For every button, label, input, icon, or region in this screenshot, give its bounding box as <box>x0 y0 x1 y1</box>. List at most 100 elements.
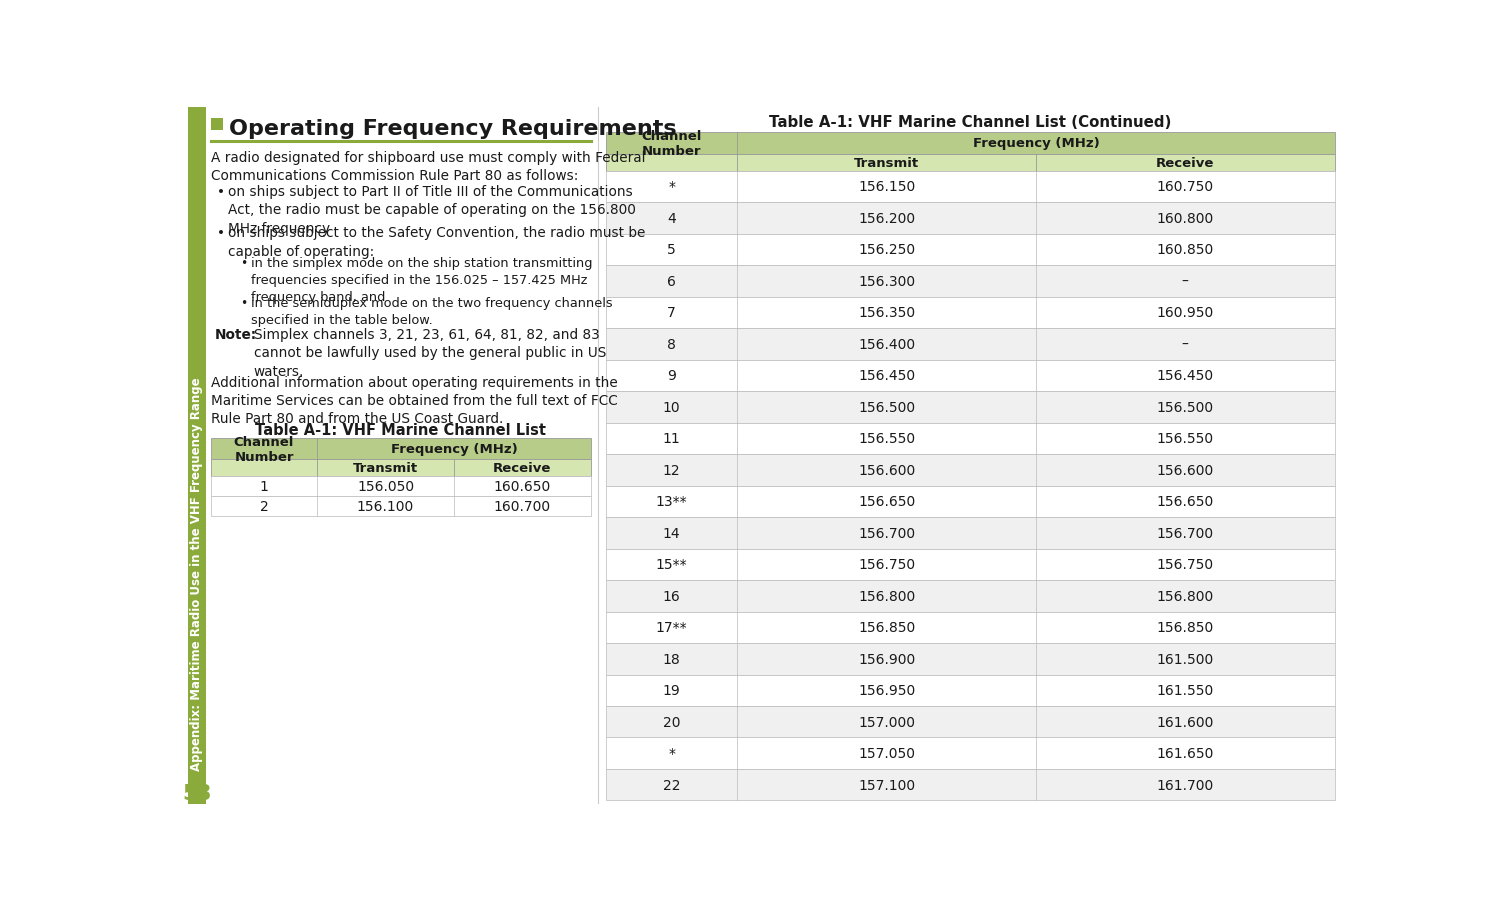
Text: 16: 16 <box>663 589 680 603</box>
Text: 15**: 15** <box>656 558 687 572</box>
Text: 156.900: 156.900 <box>859 652 916 666</box>
Bar <box>606 738 1334 769</box>
Text: 156.350: 156.350 <box>859 306 916 320</box>
Text: 13**: 13** <box>656 495 687 508</box>
Text: 156.950: 156.950 <box>859 684 916 697</box>
Bar <box>606 549 1334 581</box>
Text: 156.200: 156.200 <box>859 211 916 226</box>
Text: •: • <box>240 256 248 270</box>
Text: 157.000: 157.000 <box>859 715 916 729</box>
Bar <box>606 581 1334 612</box>
Text: 156.700: 156.700 <box>859 526 916 540</box>
Text: Note:: Note: <box>215 328 257 341</box>
Text: Appendix: Maritime Radio Use in the VHF Frequency Range: Appendix: Maritime Radio Use in the VHF … <box>191 377 204 770</box>
Text: 157.050: 157.050 <box>859 747 916 760</box>
Text: 157.100: 157.100 <box>859 777 916 792</box>
Bar <box>210 497 590 517</box>
Bar <box>606 154 1334 172</box>
Text: •: • <box>240 297 248 310</box>
Text: 160.700: 160.700 <box>494 499 551 514</box>
Text: 12: 12 <box>663 463 680 478</box>
Bar <box>606 486 1334 517</box>
Bar <box>606 235 1334 265</box>
Text: Operating Frequency Requirements: Operating Frequency Requirements <box>228 119 677 139</box>
Text: 161.500: 161.500 <box>1157 652 1214 666</box>
Text: Transmit: Transmit <box>854 156 919 170</box>
Text: 4: 4 <box>668 211 675 226</box>
Text: 17**: 17** <box>656 620 687 635</box>
Text: 160.750: 160.750 <box>1157 181 1214 194</box>
Text: *: * <box>668 747 675 760</box>
Text: 161.650: 161.650 <box>1157 747 1214 760</box>
Bar <box>606 133 1334 154</box>
Text: 161.600: 161.600 <box>1157 715 1214 729</box>
Text: 156.850: 156.850 <box>859 620 916 635</box>
Bar <box>606 172 1334 203</box>
Text: 156.550: 156.550 <box>1157 432 1214 446</box>
Text: 6: 6 <box>668 275 675 289</box>
Bar <box>606 297 1334 329</box>
Bar <box>606 424 1334 454</box>
Text: Channel
Number: Channel Number <box>234 435 294 463</box>
Text: •: • <box>218 226 225 240</box>
Text: Frequency (MHz): Frequency (MHz) <box>390 442 518 456</box>
Bar <box>606 360 1334 392</box>
Text: 160.800: 160.800 <box>1157 211 1214 226</box>
Text: 58: 58 <box>182 783 212 803</box>
Text: 160.950: 160.950 <box>1157 306 1214 320</box>
Text: 161.550: 161.550 <box>1157 684 1214 697</box>
Bar <box>606 769 1334 801</box>
Text: Additional information about operating requirements in the
Maritime Services can: Additional information about operating r… <box>210 376 617 426</box>
Text: 156.050: 156.050 <box>357 479 414 494</box>
Text: 156.100: 156.100 <box>357 499 414 514</box>
Bar <box>606 265 1334 297</box>
Text: 156.750: 156.750 <box>1157 558 1214 572</box>
Text: 8: 8 <box>668 338 675 351</box>
Text: Simplex channels 3, 21, 23, 61, 64, 81, 82, and 83
cannot be lawfully used by th: Simplex channels 3, 21, 23, 61, 64, 81, … <box>254 328 606 378</box>
Text: 19: 19 <box>663 684 680 697</box>
Text: *: * <box>668 181 675 194</box>
Bar <box>188 108 206 804</box>
Text: Receive: Receive <box>494 461 551 475</box>
Text: 20: 20 <box>663 715 680 729</box>
Text: on ships subject to the Safety Convention, the radio must be
capable of operatin: on ships subject to the Safety Conventio… <box>228 226 645 258</box>
Text: –: – <box>1181 338 1189 351</box>
Text: 156.800: 156.800 <box>1157 589 1214 603</box>
Text: 156.650: 156.650 <box>1157 495 1214 508</box>
Text: in the simplex mode on the ship station transmitting
frequencies specified in th: in the simplex mode on the ship station … <box>251 256 593 303</box>
Text: 156.750: 156.750 <box>859 558 916 572</box>
Text: 156.600: 156.600 <box>1157 463 1214 478</box>
Text: 2: 2 <box>260 499 269 514</box>
Text: 156.850: 156.850 <box>1157 620 1214 635</box>
Text: 156.400: 156.400 <box>859 338 916 351</box>
Text: Frequency (MHz): Frequency (MHz) <box>973 137 1099 150</box>
Text: •: • <box>218 184 225 199</box>
Bar <box>210 460 590 477</box>
Text: 22: 22 <box>663 777 680 792</box>
Bar <box>606 329 1334 360</box>
Text: 14: 14 <box>663 526 680 540</box>
Text: 156.500: 156.500 <box>859 400 916 414</box>
Bar <box>210 477 590 497</box>
Bar <box>606 706 1334 738</box>
Text: 156.800: 156.800 <box>859 589 916 603</box>
Text: 156.600: 156.600 <box>859 463 916 478</box>
Text: on ships subject to Part II of Title III of the Communications
Act, the radio mu: on ships subject to Part II of Title III… <box>228 184 636 236</box>
Bar <box>606 643 1334 675</box>
Text: 156.250: 156.250 <box>859 243 916 257</box>
Text: 11: 11 <box>663 432 680 446</box>
Text: Table A-1: VHF Marine Channel List: Table A-1: VHF Marine Channel List <box>255 423 546 438</box>
Text: 9: 9 <box>668 369 675 383</box>
Bar <box>606 517 1334 549</box>
Text: 160.650: 160.650 <box>494 479 551 494</box>
Text: 156.450: 156.450 <box>859 369 916 383</box>
Text: Receive: Receive <box>1156 156 1214 170</box>
Text: –: – <box>1181 275 1189 289</box>
Text: 18: 18 <box>663 652 680 666</box>
Bar <box>606 392 1334 424</box>
Text: 5: 5 <box>668 243 675 257</box>
Bar <box>210 438 590 460</box>
Text: Table A-1: VHF Marine Channel List (Continued): Table A-1: VHF Marine Channel List (Cont… <box>769 115 1172 129</box>
Text: 10: 10 <box>663 400 680 414</box>
Bar <box>606 454 1334 486</box>
